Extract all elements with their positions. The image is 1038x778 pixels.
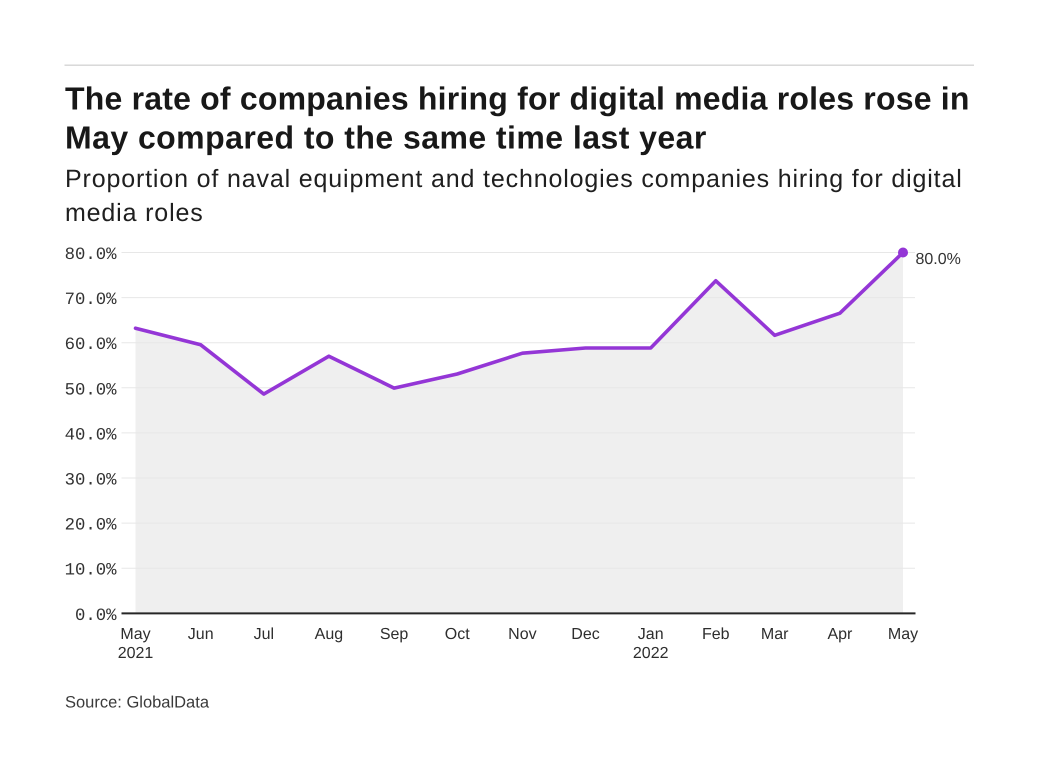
svg-text:80.0%: 80.0% [65,246,117,265]
svg-text:Apr: Apr [827,626,853,643]
svg-text:50.0%: 50.0% [65,381,117,400]
svg-text:30.0%: 30.0% [65,472,117,491]
svg-text:Jun: Jun [188,626,214,643]
svg-text:2022: 2022 [633,645,669,662]
svg-text:Oct: Oct [445,626,470,643]
svg-text:media roles: media roles [65,199,204,227]
svg-text:Mar: Mar [761,626,789,643]
svg-text:2021: 2021 [118,645,154,662]
svg-text:60.0%: 60.0% [65,336,117,355]
svg-text:Jan: Jan [638,626,664,643]
svg-text:May compared to the same time: May compared to the same time last year [65,120,707,156]
svg-text:Nov: Nov [508,626,536,643]
svg-text:70.0%: 70.0% [65,291,117,310]
svg-text:The rate of companies hiring f: The rate of companies hiring for digital… [65,81,970,117]
svg-text:10.0%: 10.0% [65,562,117,581]
svg-text:0.0%: 0.0% [75,607,117,626]
svg-text:20.0%: 20.0% [65,517,117,536]
svg-text:Dec: Dec [571,626,599,643]
svg-text:Proportion of naval equipment: Proportion of naval equipment and techno… [65,165,963,193]
svg-text:80.0%: 80.0% [916,251,961,268]
svg-text:May: May [120,626,150,643]
svg-text:40.0%: 40.0% [65,426,117,445]
svg-text:Sep: Sep [380,626,409,643]
svg-text:Aug: Aug [315,626,343,643]
svg-text:Jul: Jul [254,626,274,643]
svg-text:Feb: Feb [702,626,730,643]
svg-text:May: May [888,626,918,643]
svg-text:Source: GlobalData: Source: GlobalData [65,694,210,712]
